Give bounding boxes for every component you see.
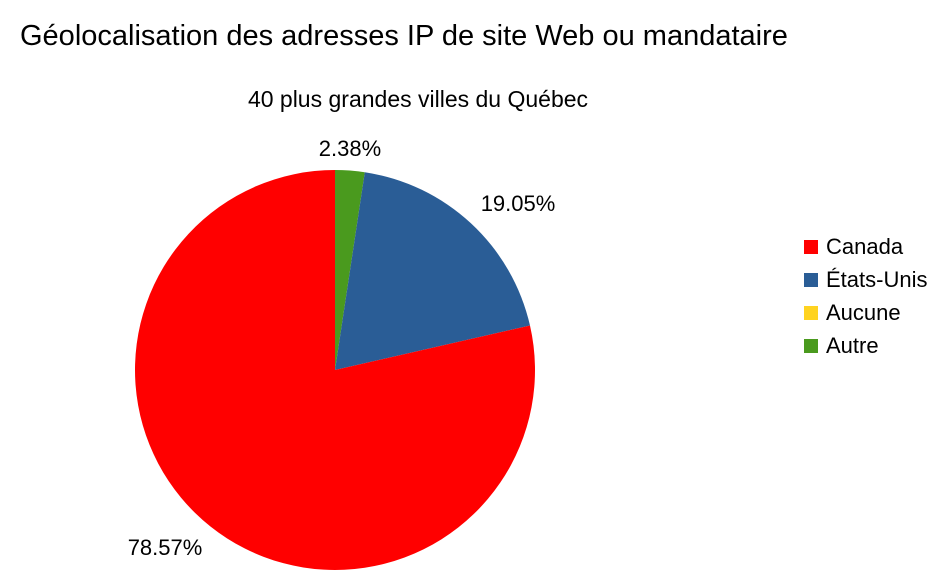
- pie-slice-etats-unis: [335, 172, 530, 370]
- legend-label: Aucune: [826, 299, 901, 325]
- legend-label: États-Unis: [826, 266, 928, 292]
- legend-item-etats-unis: États-Unis: [804, 263, 927, 296]
- legend-item-autre: Autre: [804, 329, 927, 362]
- legend-label: Canada: [826, 233, 904, 259]
- pie-slice-autre: [335, 170, 365, 370]
- data-label-autre: 2.38%: [319, 136, 381, 161]
- data-label-etats-unis: 19.05%: [481, 191, 556, 216]
- legend-swatch: [804, 338, 818, 353]
- pie-slice-canada: [134, 170, 535, 570]
- legend: Canada États-Unis Aucune Autre: [804, 230, 927, 362]
- legend-swatch: [804, 239, 818, 254]
- legend-swatch: [804, 272, 818, 287]
- legend-swatch: [804, 305, 818, 320]
- chart-subtitle: 40 plus grandes villes du Québec: [247, 86, 589, 112]
- legend-label: Autre: [826, 332, 879, 358]
- legend-item-aucune: Aucune: [804, 296, 927, 329]
- data-label-canada: 78.57%: [128, 535, 203, 560]
- chart-title: Géolocalisation des adresses IP de site …: [20, 20, 788, 52]
- legend-item-canada: Canada: [804, 230, 927, 263]
